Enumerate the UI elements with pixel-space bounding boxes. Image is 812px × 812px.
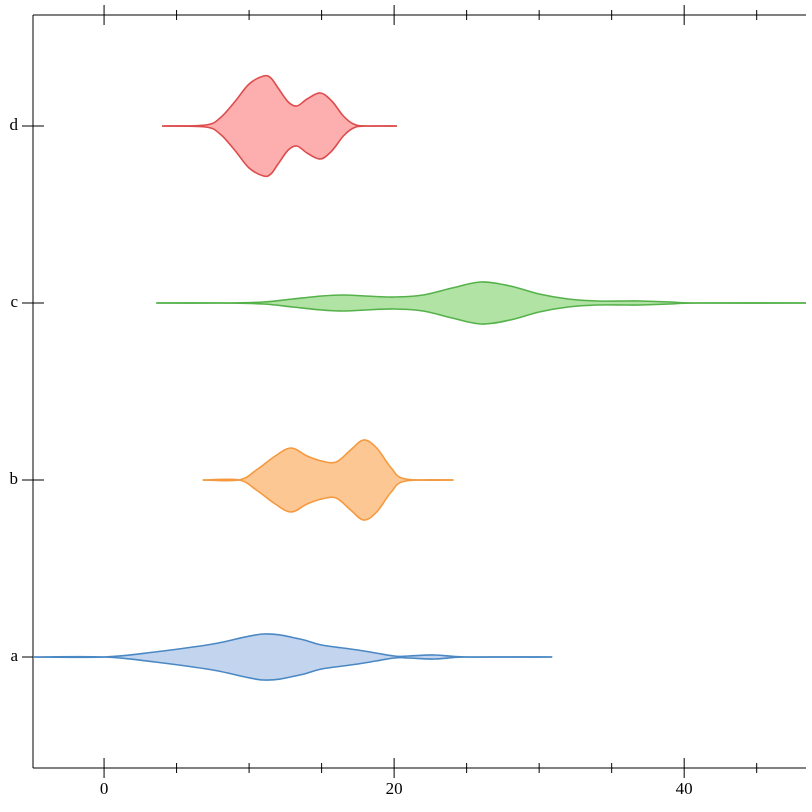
violin-lower-edge <box>156 302 807 325</box>
violin-fill <box>162 75 398 177</box>
violin-fill <box>33 633 553 681</box>
violin-upper-edge <box>162 74 398 127</box>
violin-fill <box>202 439 454 521</box>
x-tick-label: 0 <box>100 779 109 798</box>
violin-upper-edge <box>202 439 454 482</box>
x-tick-label: 40 <box>676 779 693 798</box>
violin-upper-edge <box>32 633 553 659</box>
y-tick-label: b <box>10 469 19 488</box>
y-tick-label: d <box>10 115 19 134</box>
x-tick-label: 20 <box>386 779 403 798</box>
y-tick-label: a <box>10 646 18 665</box>
violin-lower-edge <box>32 655 553 681</box>
violin-lower-edge <box>162 125 398 178</box>
violin-lower-edge <box>202 478 454 521</box>
violin-upper-edge <box>156 281 807 304</box>
y-tick-label: c <box>10 292 18 311</box>
violin-fill <box>156 281 806 325</box>
